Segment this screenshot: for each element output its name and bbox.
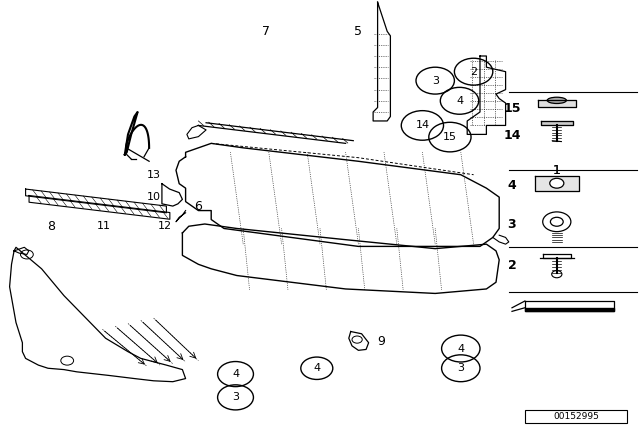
Text: 4: 4 [313,363,321,373]
Text: 15: 15 [443,132,457,142]
Text: 1: 1 [553,164,561,177]
Text: 3: 3 [232,392,239,402]
Text: 2: 2 [508,258,516,272]
Text: 7: 7 [262,25,269,38]
Text: 2: 2 [470,67,477,77]
Text: 3: 3 [432,76,438,86]
Text: 8: 8 [47,220,55,233]
Text: 4: 4 [457,344,465,353]
Text: 13: 13 [147,170,161,180]
Text: 4: 4 [508,179,516,193]
Polygon shape [538,100,576,107]
Text: 12: 12 [158,221,172,231]
Text: 4: 4 [232,369,239,379]
Polygon shape [535,176,579,191]
Text: 3: 3 [458,363,464,373]
Text: 00152995: 00152995 [553,412,599,421]
Text: 6: 6 [195,199,202,213]
Text: 14: 14 [503,129,521,142]
Ellipse shape [547,97,566,103]
FancyBboxPatch shape [525,410,627,423]
Text: 5: 5 [355,25,362,38]
Text: 11: 11 [97,221,111,231]
Text: 4: 4 [456,96,463,106]
Polygon shape [541,121,573,125]
Text: 10: 10 [147,192,161,202]
Polygon shape [525,308,614,311]
Text: 14: 14 [415,121,429,130]
Text: 1: 1 [553,164,561,177]
Circle shape [550,178,564,188]
Text: 9: 9 [377,335,385,348]
Text: 3: 3 [508,217,516,231]
Text: 15: 15 [503,102,521,116]
